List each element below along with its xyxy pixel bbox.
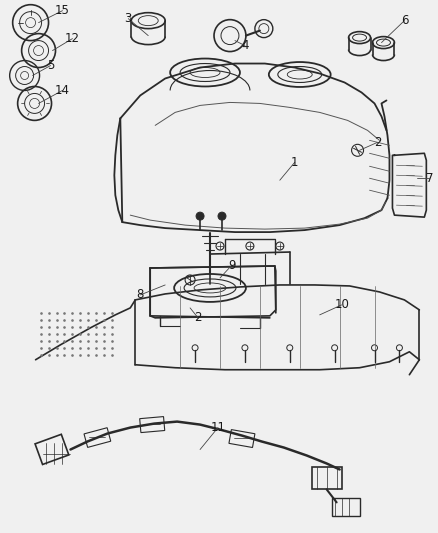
Text: 8: 8: [137, 288, 144, 302]
Bar: [140, 417, 165, 433]
Text: 11: 11: [211, 421, 226, 434]
Text: 1: 1: [291, 156, 299, 169]
Text: 2: 2: [374, 136, 381, 149]
Text: 10: 10: [334, 298, 349, 311]
Text: 7: 7: [426, 172, 433, 185]
Bar: [332, 498, 360, 516]
Text: 4: 4: [241, 39, 249, 52]
Text: 14: 14: [55, 84, 70, 97]
Text: 12: 12: [65, 32, 80, 45]
Bar: [229, 430, 255, 448]
Text: 2: 2: [194, 311, 202, 325]
Circle shape: [196, 212, 204, 220]
Text: 5: 5: [47, 59, 54, 72]
Text: 3: 3: [124, 12, 132, 25]
Bar: [35, 434, 69, 464]
Text: 9: 9: [228, 259, 236, 271]
Bar: [312, 467, 342, 489]
Circle shape: [218, 212, 226, 220]
Text: 6: 6: [401, 14, 408, 27]
Text: 15: 15: [55, 4, 70, 17]
Bar: [84, 427, 111, 447]
